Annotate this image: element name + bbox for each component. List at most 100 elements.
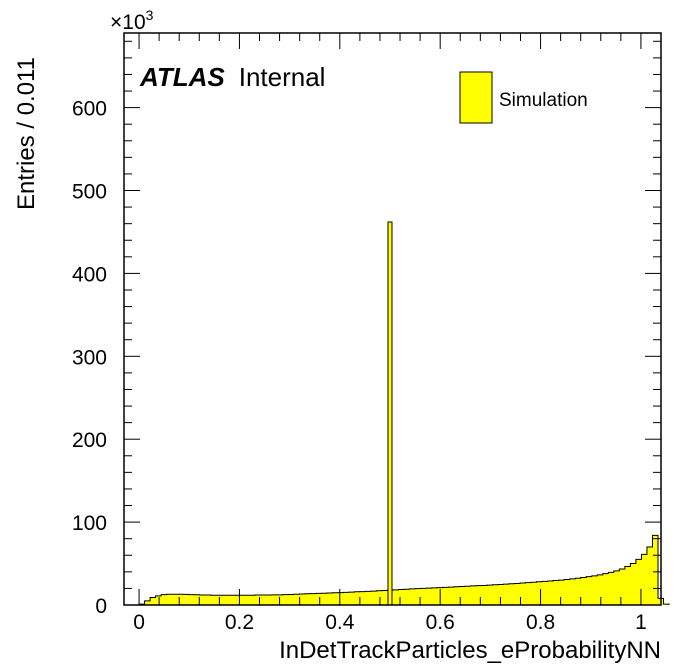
histogram-bar	[172, 594, 178, 605]
histogram-bar	[542, 581, 548, 605]
x-tick-label: 0.8	[526, 611, 555, 634]
x-tick-label: 0.2	[225, 611, 254, 634]
x-tick-label: 0.4	[325, 611, 355, 634]
histogram-bar	[243, 595, 250, 605]
plot-frame	[123, 32, 662, 606]
histogram-bar	[266, 595, 272, 605]
histogram-bar	[608, 572, 615, 605]
axis-ticks	[124, 33, 661, 606]
histogram-outline	[138, 534, 670, 605]
atlas-label-bold: ATLAS	[139, 62, 225, 92]
histogram-bar	[260, 595, 267, 605]
histogram-bar	[514, 583, 521, 605]
histogram-bar	[519, 583, 526, 605]
histogram-bar	[597, 574, 604, 605]
histogram-spike-bar	[387, 221, 393, 606]
histogram-bar	[624, 566, 631, 605]
histogram-bar	[332, 592, 339, 605]
histogram-bar	[326, 592, 333, 605]
histogram-bar	[299, 594, 305, 605]
histogram-bar	[459, 586, 466, 605]
histogram-bar	[569, 578, 576, 605]
axis-tick-labels: 0 0.2 0.4 0.6 0.8 1 0 100 200 300 400 500 600	[72, 98, 647, 634]
histogram-bar	[310, 593, 317, 605]
histogram-bar	[199, 595, 206, 605]
histogram-bar	[150, 597, 156, 605]
x-tick-label: 1	[635, 611, 647, 634]
histogram-bar	[304, 593, 311, 605]
histogram-bar	[232, 595, 239, 605]
histogram-bar	[227, 595, 234, 605]
y-tick-label: 200	[72, 429, 107, 452]
histogram-bar	[635, 559, 642, 605]
histogram-bar	[613, 570, 620, 605]
histogram-bar	[448, 587, 455, 605]
histogram-bar	[641, 554, 648, 605]
histogram-bar	[398, 589, 405, 605]
histogram-bar	[525, 582, 532, 605]
histogram-bar	[503, 584, 510, 605]
legend-swatch	[459, 71, 493, 124]
histogram-bar	[409, 588, 416, 605]
histogram-bar	[354, 591, 361, 605]
histogram-bar	[365, 591, 372, 605]
histogram-bar	[315, 593, 322, 605]
y-tick-label: 0	[95, 595, 107, 618]
histogram-bar	[271, 594, 278, 605]
histogram-bar	[475, 585, 482, 605]
histogram-bar	[531, 582, 537, 605]
histogram-bar	[564, 579, 570, 605]
histogram-bar	[431, 587, 438, 605]
histogram-bar	[183, 594, 190, 605]
histogram-bar	[558, 580, 565, 605]
histogram-bar	[254, 595, 261, 605]
histogram-bar	[393, 589, 399, 605]
y-multiplier: ×103	[110, 7, 154, 34]
histogram-bar	[376, 590, 383, 605]
y-tick-label: 300	[72, 346, 107, 369]
legend-entry-simulation: Simulation	[499, 90, 588, 111]
atlas-label-internal: Internal	[239, 62, 326, 92]
histogram-bar	[591, 575, 598, 605]
histogram-bar	[221, 595, 228, 605]
histogram-bar	[652, 535, 659, 605]
histogram-bar	[381, 590, 388, 605]
histogram-bar	[420, 588, 427, 605]
histogram-bar	[646, 546, 653, 605]
histogram-bar	[155, 595, 162, 605]
histogram-bar	[161, 594, 167, 605]
histogram-bar	[453, 586, 460, 605]
histogram-bar	[464, 586, 471, 605]
histogram-bar	[536, 581, 543, 605]
histogram-bar	[580, 577, 587, 605]
histogram-bar	[321, 593, 328, 605]
histogram-bar	[359, 591, 366, 605]
y-multiplier-exponent: 3	[146, 7, 154, 23]
histogram-bar	[630, 563, 637, 605]
histogram-bar	[370, 591, 377, 605]
histogram-bar	[166, 594, 173, 605]
histogram-bar	[470, 585, 477, 605]
histogram-bar	[282, 594, 289, 605]
histogram-bar	[210, 595, 217, 605]
histogram-bar	[586, 576, 593, 605]
histogram-bar	[508, 583, 515, 605]
histogram-bar	[575, 578, 581, 605]
histogram-bar	[177, 594, 184, 605]
histogram-bar	[602, 573, 609, 605]
histogram-bar	[547, 580, 554, 605]
histogram-bar	[426, 588, 432, 605]
y-tick-label: 500	[72, 181, 107, 204]
y-axis-title: Entries / 0.011	[13, 57, 40, 210]
histogram-bar	[238, 595, 245, 605]
histogram-bar	[553, 580, 559, 605]
y-tick-label: 600	[72, 98, 107, 121]
x-tick-label: 0	[133, 611, 145, 634]
histogram-bar	[492, 584, 499, 605]
histogram-bar	[144, 600, 151, 605]
x-tick-label: 0.6	[426, 611, 455, 634]
histogram-bar	[619, 568, 626, 605]
histogram-bar	[481, 585, 488, 605]
histogram-bar	[293, 594, 300, 605]
